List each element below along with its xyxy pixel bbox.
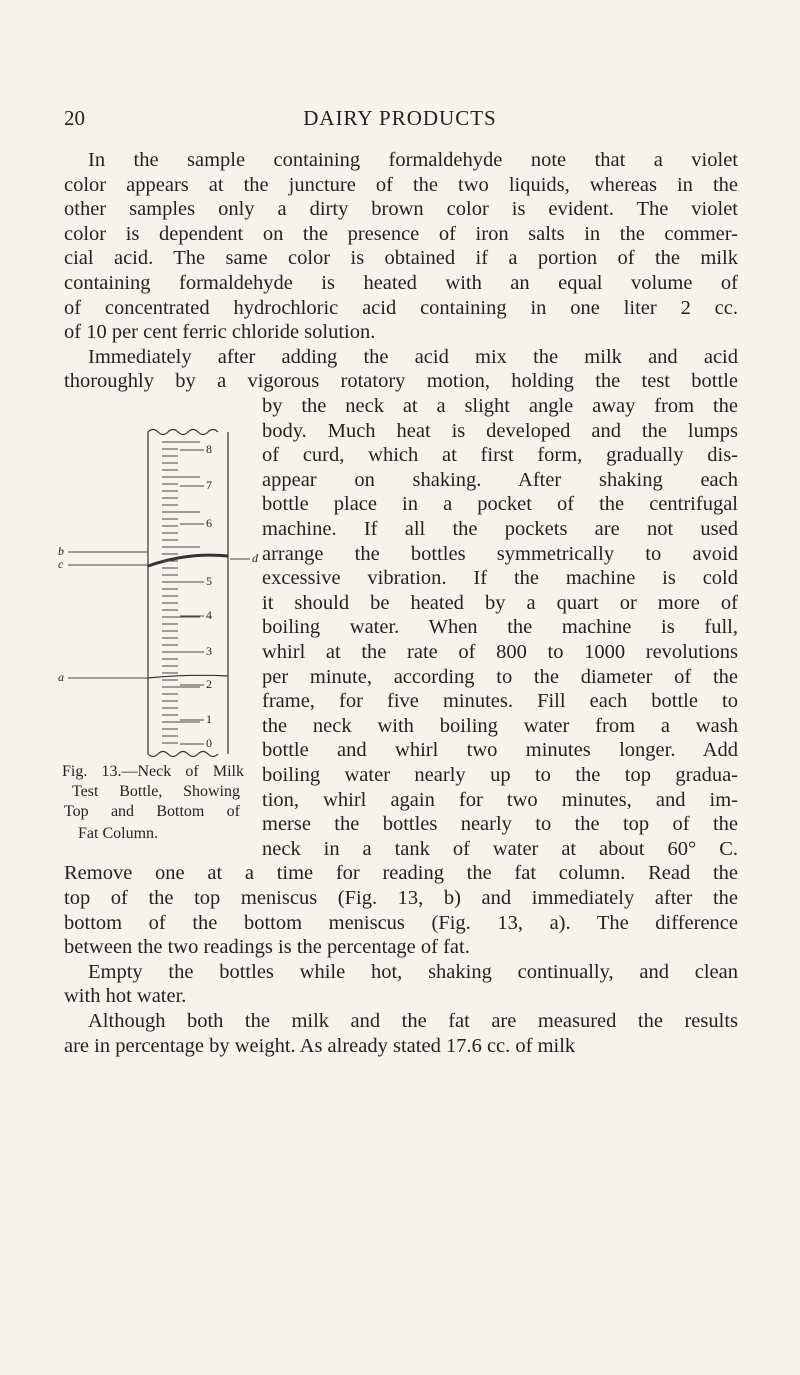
figure-letter: a (58, 670, 64, 684)
text-line: Immediately after adding the acid mix th… (88, 345, 738, 368)
text-line: Although both the milk and the fat are m… (88, 1010, 738, 1032)
text-line: body. Much heat is developed and the lum… (262, 419, 738, 442)
text-line: are in percentage by weight. As already … (64, 1034, 576, 1057)
text-line: bottom of the bottom meniscus (Fig. 13, … (64, 911, 738, 934)
figure-letter: b (58, 544, 64, 558)
scale-label: 1 (206, 712, 212, 726)
text-line: containing formaldehyde is heated with a… (64, 272, 738, 294)
text-line: whirl at the rate of 800 to 1000 revolut… (262, 641, 738, 663)
text-line: Remove one at a time for reading the fat… (64, 862, 738, 885)
figure-caption: Fat Column. (78, 825, 159, 842)
figure-caption: Test Bottle, Showing (72, 783, 240, 800)
scale-label: 3 (206, 644, 212, 658)
text-line: the neck with boiling water from a wash (262, 714, 738, 737)
text-line: top of the top meniscus (Fig. 13, b) and… (64, 887, 738, 909)
text-line: by the neck at a slight angle away from … (262, 395, 738, 417)
scale-label: 6 (206, 516, 212, 530)
text-line: machine. If all the pockets are not used (262, 518, 738, 540)
figure-caption: Fig. 13.—Neck of Milk (62, 763, 244, 780)
text-line: color is dependent on the presence of ir… (64, 222, 738, 245)
text-line: frame, for five minutes. Fill each bottl… (262, 690, 738, 713)
text-line: between the two readings is the percenta… (64, 936, 470, 959)
scale-label: 8 (206, 442, 212, 456)
text-line: merse the bottles nearly to the top of t… (262, 813, 738, 836)
text-line: excessive vibration. If the machine is c… (262, 567, 738, 590)
text-line: Empty the bottles while hot, shaking con… (88, 960, 738, 983)
scale-label: 4 (206, 608, 212, 622)
text-line: with hot water. (64, 985, 187, 1008)
text-line: color appears at the juncture of the two… (64, 173, 738, 196)
text-line: thoroughly by a vigorous rotatory motion… (64, 370, 738, 393)
text-line: neck in a tank of water at about 60° C. (262, 837, 738, 860)
text-line: of curd, which at first form, gradually … (262, 444, 738, 467)
text-line: boiling water. When the machine is full, (262, 616, 738, 639)
text-line: of concentrated hydrochloric acid contai… (64, 296, 738, 319)
running-title: DAIRY PRODUCTS (303, 106, 497, 130)
scale-label: 0 (206, 736, 212, 750)
text-line: it should be heated by a quart or more o… (262, 591, 738, 614)
scale-label: 5 (206, 574, 212, 588)
figure-letter: d (252, 551, 259, 565)
text-line: cial acid. The same color is obtained if… (64, 247, 738, 270)
text-line: of 10 per cent ferric chloride solution. (64, 321, 376, 344)
text-line: boiling water nearly up to the top gradu… (262, 764, 738, 786)
text-line: per minute, according to the diameter of… (262, 665, 738, 688)
text-line: other samples only a dirty brown color i… (64, 198, 738, 221)
scale-label: 7 (206, 478, 212, 492)
text-line: bottle place in a pocket of the centrifu… (262, 493, 738, 516)
figure: 8 7 6 5 4 3 2 1 0 bc d a (58, 428, 259, 758)
text-line: In the sample containing formaldehyde no… (88, 149, 738, 171)
figure-letter: c (58, 557, 64, 571)
text-line: appear on shaking. After shaking each (262, 468, 738, 491)
scale-label: 2 (206, 677, 212, 691)
text-line: bottle and whirl two minutes longer. Add (262, 739, 738, 762)
text-line: arrange the bottles symmetrically to avo… (262, 542, 738, 565)
figure-caption: Top and Bottom of (64, 803, 240, 820)
text-line: tion, whirl again for two minutes, and i… (262, 788, 738, 811)
page-number: 20 (64, 106, 85, 130)
